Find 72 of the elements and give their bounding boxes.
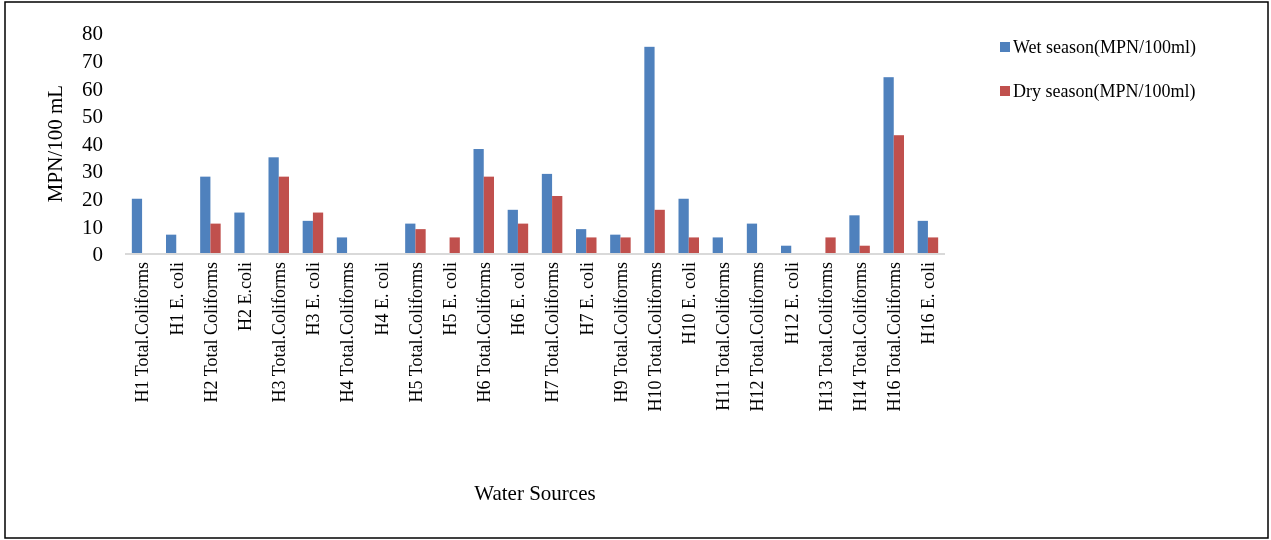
x-tick-label: H16 Total.Coliforms xyxy=(884,262,905,412)
bar xyxy=(678,198,689,254)
x-tick-label: H14 Total.Coliforms xyxy=(849,262,870,412)
x-tick-label: H4 E. coli xyxy=(371,262,392,336)
x-tick-label: H11 Total.Coliforms xyxy=(713,262,734,411)
bar xyxy=(415,229,426,254)
bar xyxy=(849,215,860,254)
bar xyxy=(210,223,221,254)
x-tick-label: H2 Total Coliforms xyxy=(200,262,221,403)
x-tick-label: H9 Total.Coliforms xyxy=(610,262,631,403)
x-tick-label: H5 Total.Coliforms xyxy=(405,262,426,403)
bar xyxy=(825,237,836,254)
y-tick-label: 30 xyxy=(82,159,103,184)
x-tick-label: H7 Total.Coliforms xyxy=(542,262,563,403)
y-tick-label: 10 xyxy=(82,214,103,239)
bar xyxy=(893,135,904,254)
bar xyxy=(405,223,416,254)
x-axis-title: Water Sources xyxy=(474,481,596,505)
x-tick-label: H3 Total.Coliforms xyxy=(269,262,290,403)
x-tick-label: H3 E. coli xyxy=(303,262,324,336)
y-tick-label: 40 xyxy=(82,131,103,156)
y-tick-label: 60 xyxy=(82,76,103,101)
bar xyxy=(644,46,655,254)
y-tick-label: 50 xyxy=(82,104,103,129)
bar xyxy=(586,237,597,254)
legend-label: Wet season(MPN/100ml) xyxy=(1013,37,1197,59)
bar xyxy=(927,237,939,254)
bar xyxy=(620,237,631,254)
bar xyxy=(302,220,313,254)
bar xyxy=(473,149,484,254)
bar xyxy=(654,209,665,254)
bar xyxy=(336,237,348,254)
x-tick-label: H16 E. coli xyxy=(918,262,939,345)
x-tick-label: H7 E. coli xyxy=(576,262,597,336)
x-tick-label: H1 Total.Coliforms xyxy=(132,262,153,403)
bar xyxy=(312,212,324,254)
x-tick-label: H12 E. coli xyxy=(781,262,802,345)
bar xyxy=(688,237,699,254)
x-tick-label: H13 Total.Coliforms xyxy=(815,262,836,412)
bar xyxy=(746,223,758,254)
x-tick-label: H10 Total.Coliforms xyxy=(644,262,665,412)
bar xyxy=(883,77,894,254)
x-tick-label: H6 Total.Coliforms xyxy=(474,262,495,403)
bar xyxy=(131,198,143,254)
bar xyxy=(278,176,289,254)
y-axis-title: MPN/100 mL xyxy=(43,84,67,203)
x-tick-label: H1 E. coli xyxy=(166,262,187,336)
legend-label: Dry season(MPN/100ml) xyxy=(1013,81,1196,103)
y-tick-label: 20 xyxy=(82,187,103,212)
bar xyxy=(576,229,587,254)
x-tick-label: H5 E. coli xyxy=(439,262,460,336)
x-tick-label: H6 E. coli xyxy=(508,262,529,336)
bar xyxy=(234,212,245,254)
bar xyxy=(552,195,563,254)
bar xyxy=(507,209,518,254)
bar xyxy=(541,173,553,254)
bar xyxy=(268,157,279,254)
bar xyxy=(917,220,928,254)
x-tick-label: H2 E.coli xyxy=(234,262,255,331)
y-tick-label: 0 xyxy=(92,242,103,267)
bar xyxy=(483,176,494,254)
bar xyxy=(449,237,460,254)
bar xyxy=(200,176,211,254)
x-tick-label: H10 E. coli xyxy=(679,262,700,345)
x-tick-label: H12 Total.Coliforms xyxy=(747,262,768,412)
bar xyxy=(166,234,177,254)
y-tick-label: 80 xyxy=(82,21,103,46)
bar xyxy=(517,223,529,254)
bar xyxy=(610,234,621,254)
bar xyxy=(712,237,723,254)
y-tick-label: 70 xyxy=(82,48,103,73)
x-tick-label: H4 Total.Coliforms xyxy=(337,262,358,403)
